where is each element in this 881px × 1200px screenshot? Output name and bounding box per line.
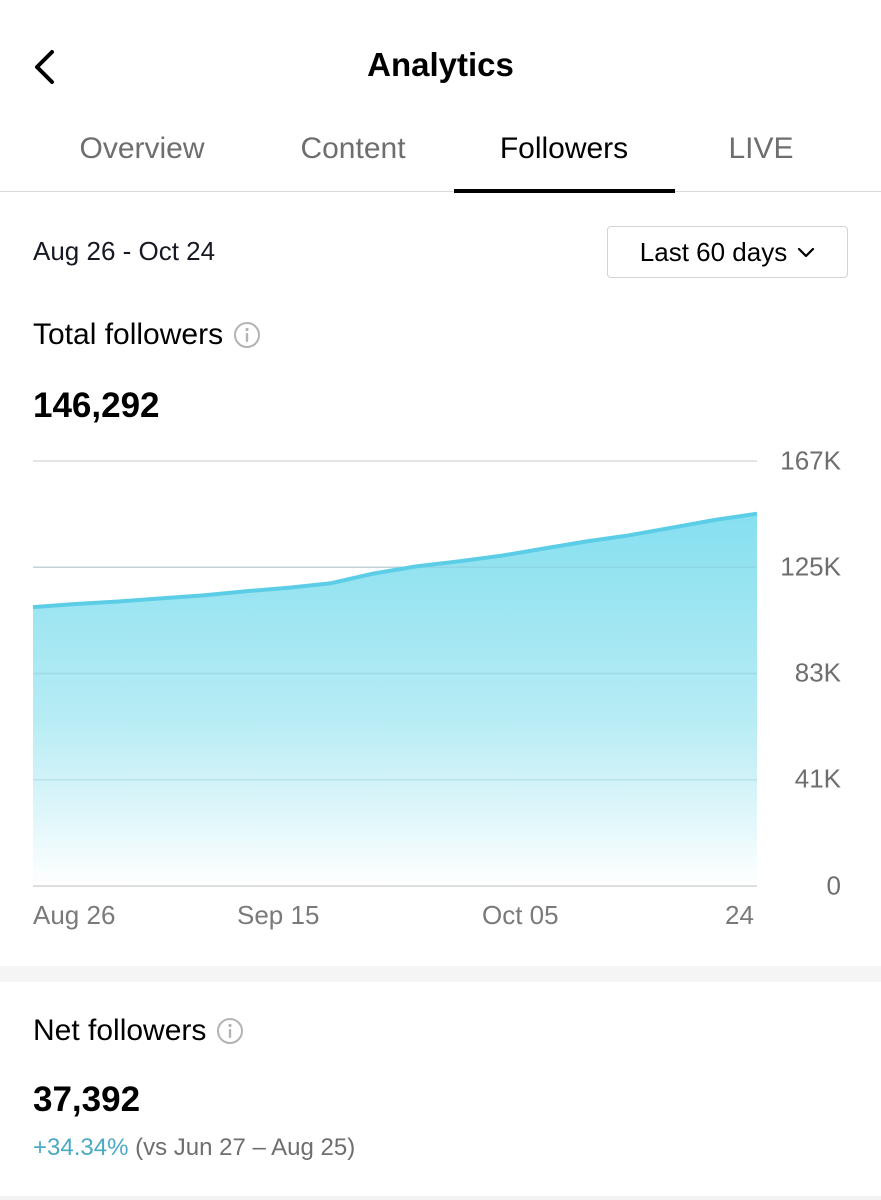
y-tick-167k: 167K [780,445,841,476]
info-icon[interactable] [233,321,261,349]
x-tick-24: 24 [725,900,754,930]
section-divider [0,966,881,982]
area-chart-plot [32,460,758,887]
active-tab-indicator [454,189,675,193]
bottom-divider [0,1196,881,1200]
chart-line [32,511,758,610]
tab-bar: Overview Content Followers LIVE [0,118,881,193]
net-followers-value: 37,392 [33,1080,141,1119]
x-tick-oct-05: Oct 05 [482,900,559,930]
tab-live[interactable]: LIVE [728,132,794,165]
net-followers-label: Net followers [33,1014,207,1047]
info-icon[interactable] [216,1017,244,1045]
top-nav-bar: Analytics [0,0,881,120]
total-followers-chart: 167K 125K 83K 41K 0 Aug 26 Sep 15 Oct 05… [0,440,881,940]
tab-followers[interactable]: Followers [499,132,629,165]
x-tick-aug-26: Aug 26 [33,900,116,930]
chevron-down-icon [798,247,815,258]
chevron-left-icon [35,50,54,84]
date-range-dropdown[interactable]: Last 60 days [607,226,848,278]
back-button[interactable] [28,46,64,88]
date-range-text: Aug 26 - Oct 24 [33,236,216,266]
chart-area-fill [33,513,757,886]
comparison-period: (vs Jun 27 – Aug 25) [135,1134,356,1161]
total-followers-label: Total followers [33,318,224,351]
total-followers-value: 146,292 [33,386,160,425]
tab-overview[interactable]: Overview [79,132,205,165]
total-followers-heading: Total followers [33,318,261,352]
page-title: Analytics [367,46,514,83]
net-followers-heading: Net followers [33,1014,244,1048]
dropdown-label: Last 60 days [639,236,788,267]
percent-change: +34.34% [33,1134,129,1161]
y-tick-41k: 41K [794,763,841,794]
y-tick-0: 0 [826,870,841,901]
net-followers-change: +34.34% (vs Jun 27 – Aug 25) [33,1134,355,1162]
date-range-row: Aug 26 - Oct 24 Last 60 days [33,226,848,278]
y-tick-83k: 83K [794,657,841,688]
y-tick-125k: 125K [780,551,841,582]
tab-content[interactable]: Content [300,132,406,165]
x-tick-sep-15: Sep 15 [237,900,320,930]
